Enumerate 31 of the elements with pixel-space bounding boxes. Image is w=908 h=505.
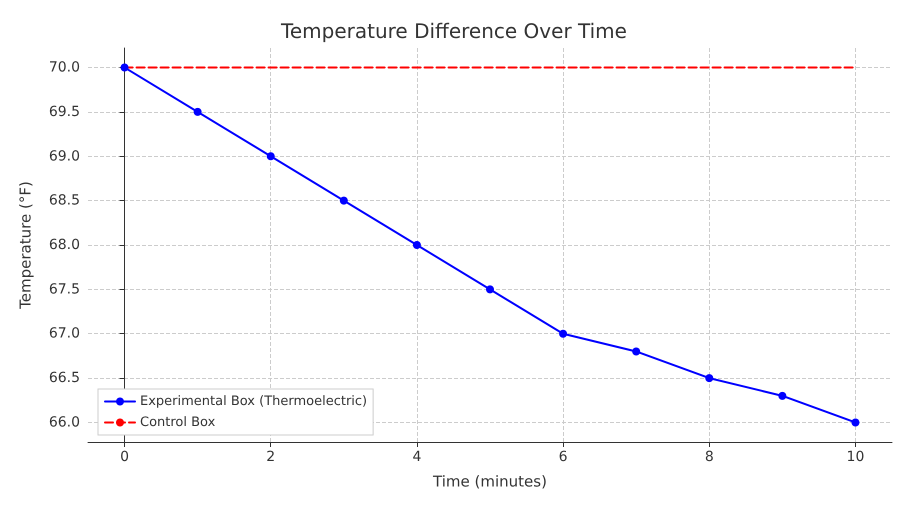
- y-tick-label: 66.5: [48, 370, 80, 386]
- point: [778, 392, 786, 400]
- point: [412, 241, 421, 249]
- x-tick-label: 6: [558, 449, 568, 465]
- x-tick-label: 10: [846, 449, 864, 465]
- x-tick-label: 8: [704, 449, 714, 465]
- y-tick-label: 69.0: [48, 148, 80, 164]
- point: [194, 108, 202, 116]
- point: [559, 330, 568, 338]
- y-tick-label: 66.0: [48, 414, 80, 430]
- x-axis-title: Time (minutes): [432, 472, 547, 490]
- chart-title: Temperature Difference Over Time: [280, 19, 627, 43]
- point: [705, 374, 714, 382]
- y-tick-label: 69.5: [48, 104, 80, 120]
- y-tick-label: 68.5: [48, 192, 80, 209]
- y-tick-label: 70.0: [48, 60, 80, 76]
- legend-label: Control Box: [140, 415, 216, 430]
- y-tick-label: 68.0: [48, 237, 80, 253]
- point: [851, 418, 860, 426]
- x-tick-label: 4: [412, 449, 422, 465]
- point: [266, 152, 275, 160]
- point: [486, 285, 494, 294]
- y-tick-label: 67.0: [48, 326, 80, 342]
- y-axis-title: Temperature (°F): [16, 181, 34, 310]
- x-tick-label: 0: [120, 449, 130, 465]
- y-tick-label: 67.5: [48, 281, 80, 298]
- x-tick-label: 2: [266, 449, 276, 465]
- point: [632, 347, 640, 356]
- legend-label: Experimental Box (Thermoelectric): [140, 394, 368, 409]
- point: [120, 64, 129, 72]
- point: [340, 196, 348, 205]
